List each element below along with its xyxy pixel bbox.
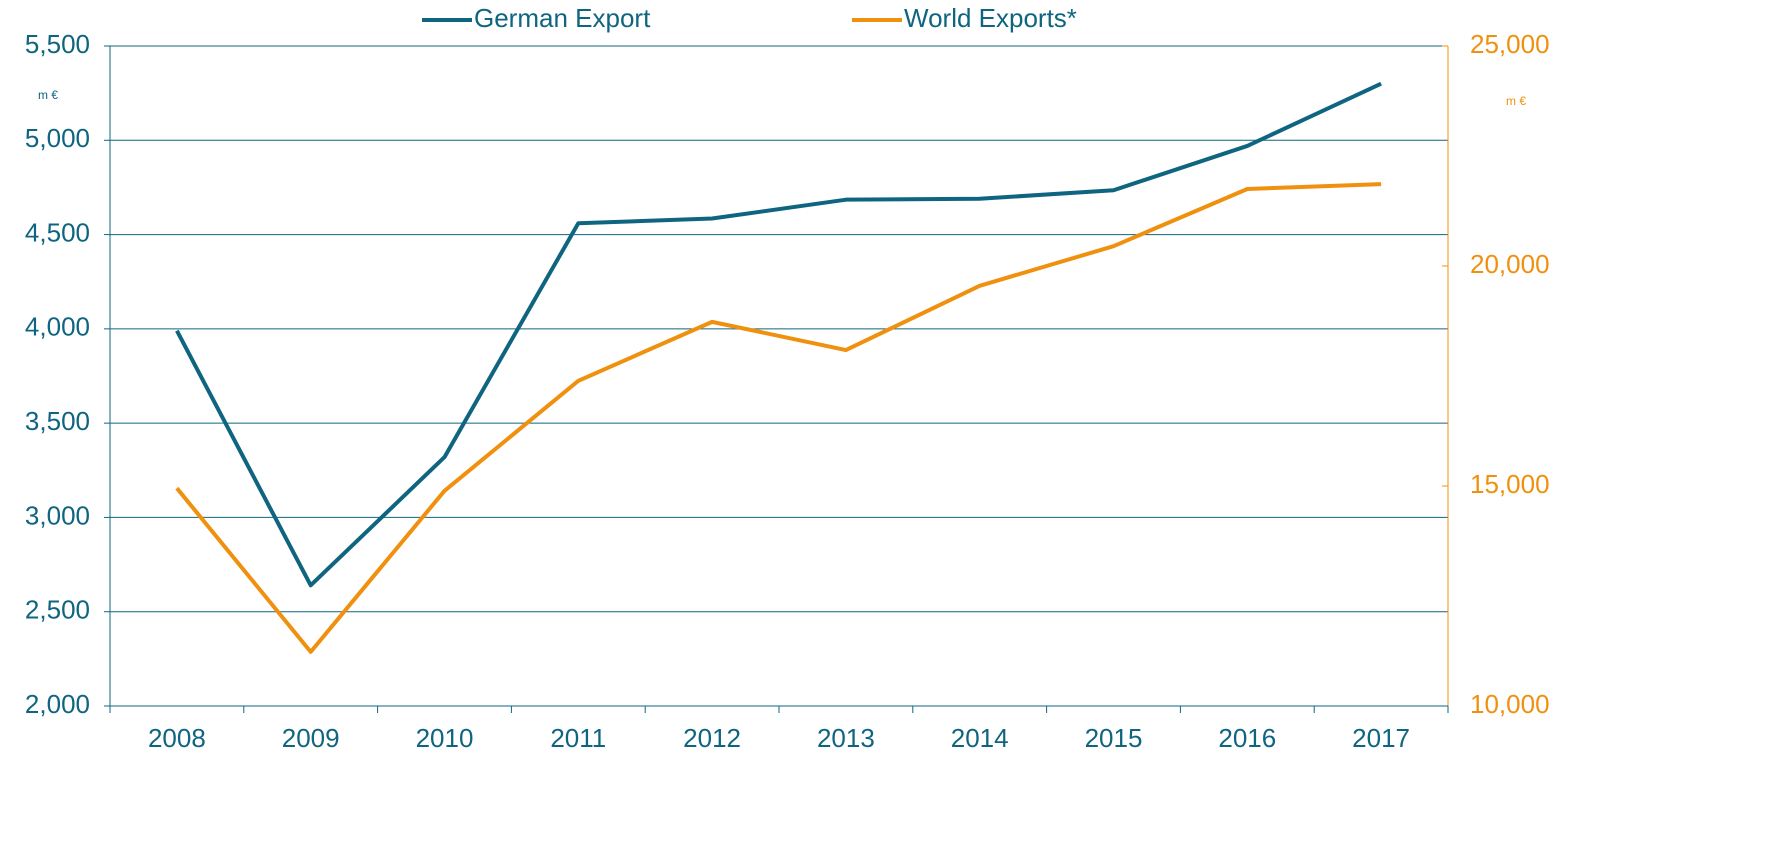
x-tick-label: 2010 bbox=[416, 723, 474, 753]
x-tick-label: 2011 bbox=[550, 723, 606, 753]
y2-tick-label: 15,000 bbox=[1470, 469, 1550, 499]
x-tick-label: 2012 bbox=[683, 723, 741, 753]
x-tick-label: 2009 bbox=[282, 723, 340, 753]
y-tick-label: 2,500 bbox=[25, 595, 90, 625]
line-series bbox=[175, 182, 1382, 654]
x-tick-label: 2016 bbox=[1218, 723, 1276, 753]
x-tick-label: 2017 bbox=[1352, 723, 1410, 753]
legend-label: World Exports* bbox=[904, 3, 1077, 33]
y-unit: m € bbox=[38, 88, 58, 102]
y2-tick-label: 10,000 bbox=[1470, 689, 1550, 719]
y-tick-label: 3,500 bbox=[25, 406, 90, 436]
y-tick-label: 5,500 bbox=[25, 29, 90, 59]
y-tick-label: 4,000 bbox=[25, 312, 90, 342]
x-tick-label: 2015 bbox=[1085, 723, 1143, 753]
y-tick-label: 2,000 bbox=[25, 689, 90, 719]
y2-unit: m € bbox=[1506, 94, 1526, 108]
x-tick-label: 2013 bbox=[817, 723, 875, 753]
y2-tick-label: 25,000 bbox=[1470, 29, 1550, 59]
x-tick-label: 2014 bbox=[951, 723, 1009, 753]
line-series bbox=[175, 81, 1382, 588]
y-tick-label: 3,000 bbox=[25, 500, 90, 530]
y-tick-label: 4,500 bbox=[25, 217, 90, 247]
y-tick-label: 5,000 bbox=[25, 123, 90, 153]
x-tick-label: 2008 bbox=[148, 723, 206, 753]
legend-label: German Export bbox=[474, 3, 651, 33]
y2-tick-label: 20,000 bbox=[1470, 249, 1550, 279]
